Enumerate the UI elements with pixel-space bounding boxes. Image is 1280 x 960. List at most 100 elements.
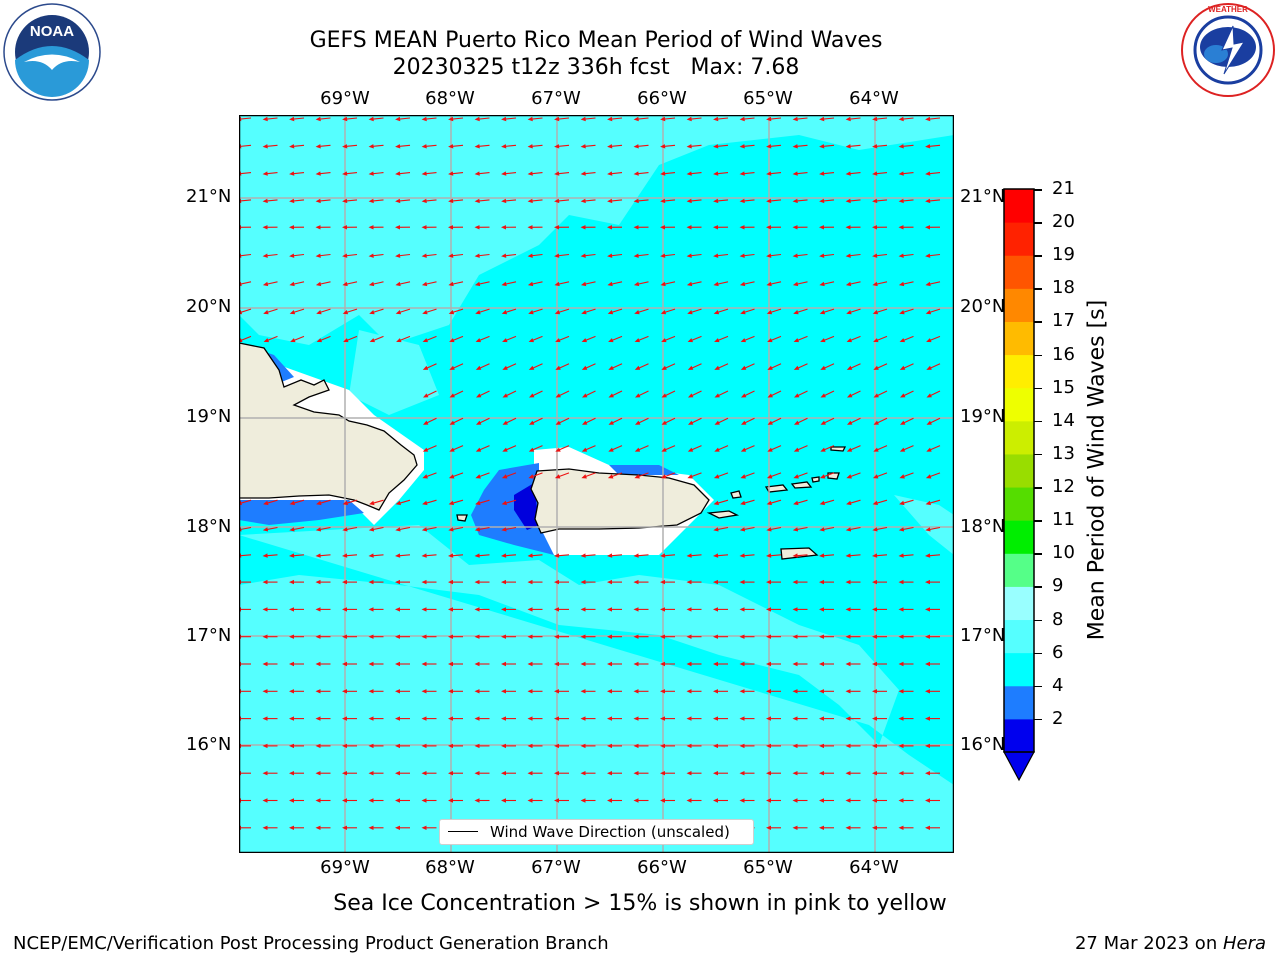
wind-arrow-head — [342, 716, 347, 721]
wind-arrow-head — [449, 393, 455, 398]
wind-arrow-head — [872, 607, 877, 612]
wind-arrow-head — [925, 500, 931, 506]
colorbar-segment — [1004, 652, 1034, 687]
wind-arrow-head — [633, 171, 639, 176]
wind-arrow-head — [554, 716, 559, 721]
wind-arrow-head — [555, 393, 561, 398]
wind-arrow-head — [527, 579, 533, 585]
wind-arrow-head — [660, 144, 666, 149]
wind-arrow-head — [687, 474, 693, 479]
wind-arrow-head — [713, 253, 719, 258]
puerto-rico — [530, 468, 710, 534]
wind-arrow-head — [713, 527, 719, 532]
wind-arrow-head — [368, 798, 374, 803]
wind-arrow-head — [792, 527, 799, 532]
lat-label-left: 20°N — [186, 296, 232, 317]
wind-arrow-head — [448, 225, 453, 230]
wind-arrow-head — [739, 144, 745, 149]
wind-arrow-head — [739, 281, 746, 287]
wind-arrow-head — [315, 579, 321, 585]
wind-wave-arrows — [239, 116, 941, 830]
wind-arrow-head — [686, 661, 692, 667]
wind-arrow-head — [289, 579, 294, 585]
wind-arrow-head — [766, 771, 771, 776]
colorbar-tick-label: 8 — [1052, 608, 1064, 630]
wind-arrow-head — [527, 661, 533, 667]
wind-arrow-head — [289, 500, 295, 506]
wind-arrow-head — [766, 553, 772, 558]
lon-label-top: 65°W — [743, 88, 793, 109]
wind-arrow-head — [342, 825, 347, 830]
wind-arrow-head — [262, 198, 268, 204]
wind-arrow-head — [792, 553, 798, 558]
wind-arrow-head — [395, 716, 400, 721]
wind-arrow-head — [741, 393, 747, 398]
wind-arrow-head — [581, 365, 588, 370]
wind-arrow-head — [898, 579, 904, 585]
wind-arrow-head — [342, 607, 347, 612]
wind-arrow-head — [527, 607, 533, 612]
wind-arrow-head — [661, 420, 667, 425]
wind-arrow-head — [474, 798, 480, 803]
wind-arrow-head — [819, 310, 826, 315]
lon-label-top: 68°W — [425, 88, 475, 109]
wind-arrow-head — [475, 365, 482, 370]
wind-arrow-head — [713, 634, 718, 639]
wind-arrow-head — [792, 253, 798, 258]
wind-arrow-head — [262, 689, 268, 694]
gridlines — [239, 115, 954, 853]
st-croix — [780, 547, 819, 560]
wind-arrow-head — [502, 393, 508, 398]
wind-arrow-head — [872, 171, 878, 176]
wind-arrow-head — [713, 281, 719, 287]
wind-arrow-head — [474, 607, 480, 612]
chart-subtitle: 20230325 t12z 336h fcst Max: 7.68 — [392, 55, 800, 80]
wind-arrow-head — [263, 338, 269, 343]
wind-arrow-head — [395, 171, 401, 176]
noaa-logo: NOAA — [3, 3, 101, 101]
colorbar-segment — [1004, 586, 1034, 621]
wind-arrow-head — [580, 661, 586, 667]
wind-arrow-head — [474, 771, 480, 776]
wind-arrow-head — [792, 171, 798, 176]
wind-arrow-head — [582, 420, 588, 425]
wind-arrow-head — [713, 171, 719, 176]
wind-arrow-head — [474, 144, 480, 149]
wind-arrow-head — [925, 225, 930, 230]
wind-arrow-head — [421, 144, 427, 149]
wind-arrow-head — [395, 253, 401, 258]
wind-arrow-head — [713, 116, 719, 122]
wind-arrow-head — [925, 689, 930, 694]
colorbar-tick-label: 4 — [1052, 674, 1064, 696]
wind-arrow-head — [501, 661, 506, 667]
wind-arrow-head — [660, 579, 665, 585]
wind-arrow-head — [872, 225, 877, 230]
lat-label-left: 19°N — [186, 406, 232, 427]
wind-arrow-head — [633, 634, 639, 639]
wind-arrow-head — [527, 771, 533, 776]
wind-arrow-head — [368, 607, 374, 612]
wind-arrow-head — [421, 798, 427, 803]
colorbar-tick-mark — [1034, 354, 1042, 357]
wind-arrow-head — [580, 553, 586, 558]
wind-arrow-head — [872, 281, 878, 287]
wind-arrow-head — [766, 198, 772, 204]
wind-arrow-head — [686, 607, 692, 612]
lat-label-right: 18°N — [960, 516, 1006, 537]
wind-arrow-head — [792, 771, 798, 776]
colorbar-tick-mark — [1034, 387, 1042, 390]
wind-arrow-head — [580, 225, 586, 230]
wind-arrow-head — [898, 225, 904, 230]
colorbar-segment — [1004, 321, 1034, 356]
wind-arrow-head — [501, 743, 506, 749]
wind-arrow-head — [872, 743, 877, 749]
wind-arrow-head — [580, 171, 586, 176]
wind-arrow-head — [421, 579, 427, 585]
wind-arrow-head — [608, 447, 614, 452]
wind-arrow-head — [872, 198, 878, 204]
wind-arrow-head — [580, 281, 587, 287]
wind-arrow-head — [819, 474, 826, 479]
wind-arrow-head — [262, 607, 268, 612]
wind-arrow-head — [819, 743, 824, 749]
wind-arrow-head — [262, 225, 268, 230]
